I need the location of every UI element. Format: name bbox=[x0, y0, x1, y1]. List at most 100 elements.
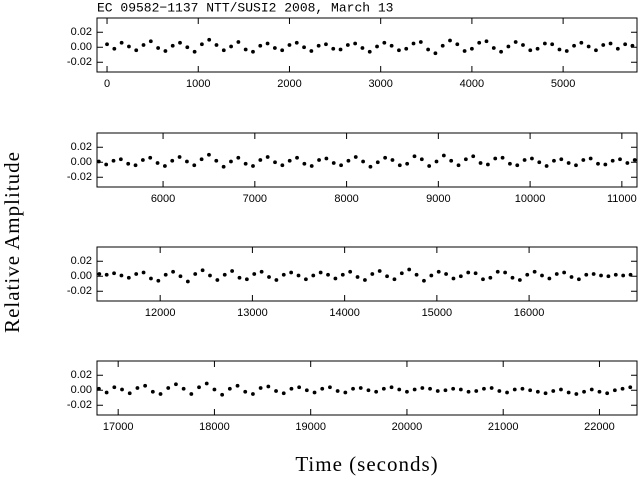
x-axis-label: Time (seconds) bbox=[295, 452, 438, 476]
data-point bbox=[517, 278, 522, 282]
x-tick-label: 22000 bbox=[584, 421, 615, 433]
data-point bbox=[383, 155, 388, 160]
data-point bbox=[481, 277, 485, 282]
data-point bbox=[140, 158, 145, 162]
data-point bbox=[312, 390, 317, 395]
data-point bbox=[230, 269, 235, 273]
x-tick-label: 1000 bbox=[186, 78, 210, 90]
data-point bbox=[266, 384, 271, 389]
y-axis-label: Relative Amplitude bbox=[0, 151, 24, 333]
data-point bbox=[528, 48, 533, 53]
data-point bbox=[576, 277, 581, 282]
x-tick-label: 16000 bbox=[514, 307, 545, 319]
data-point bbox=[478, 161, 483, 165]
plot-frame bbox=[96, 360, 638, 416]
data-point bbox=[390, 158, 395, 162]
data-point bbox=[112, 271, 116, 276]
data-point bbox=[495, 269, 500, 274]
data-point bbox=[510, 275, 515, 280]
data-point bbox=[181, 386, 186, 391]
data-point bbox=[572, 43, 576, 48]
data-point bbox=[343, 390, 348, 395]
data-point bbox=[508, 161, 512, 166]
data-point bbox=[535, 389, 540, 394]
data-point bbox=[267, 275, 271, 279]
data-point bbox=[377, 269, 382, 273]
data-point bbox=[397, 48, 401, 53]
data-point bbox=[158, 392, 163, 396]
data-point bbox=[318, 270, 323, 275]
data-point bbox=[418, 40, 423, 44]
data-point bbox=[368, 164, 373, 169]
data-point bbox=[112, 46, 117, 51]
data-point bbox=[156, 46, 161, 50]
data-point bbox=[503, 270, 508, 275]
data-point bbox=[229, 44, 233, 49]
data-point bbox=[551, 389, 556, 393]
x-tick-label: 6000 bbox=[151, 193, 175, 205]
data-point bbox=[566, 390, 571, 395]
data-point bbox=[389, 43, 394, 48]
data-point bbox=[119, 40, 124, 45]
data-point bbox=[236, 155, 241, 160]
data-point bbox=[582, 389, 586, 394]
data-point bbox=[274, 389, 278, 393]
data-point bbox=[163, 164, 167, 168]
data-point bbox=[281, 391, 286, 396]
data-point bbox=[166, 386, 171, 390]
data-point bbox=[243, 161, 248, 166]
data-point bbox=[295, 155, 299, 160]
data-point bbox=[134, 48, 139, 53]
data-point bbox=[620, 386, 625, 391]
x-tick-label: 5000 bbox=[551, 78, 575, 90]
data-point bbox=[316, 43, 321, 48]
data-point bbox=[512, 387, 517, 392]
data-point bbox=[227, 386, 232, 391]
data-point bbox=[328, 385, 332, 390]
data-point bbox=[436, 269, 441, 274]
data-point bbox=[574, 392, 579, 396]
data-point bbox=[426, 47, 431, 52]
data-point bbox=[317, 158, 321, 162]
data-point bbox=[251, 392, 255, 396]
x-tick-label: 0 bbox=[104, 78, 110, 90]
data-point bbox=[149, 276, 153, 281]
data-point bbox=[199, 157, 204, 162]
y-tick-label: 0.00 bbox=[71, 156, 92, 168]
data-point bbox=[407, 267, 412, 272]
data-point bbox=[96, 159, 101, 164]
data-point bbox=[610, 158, 615, 163]
data-point bbox=[302, 45, 306, 50]
data-point bbox=[120, 387, 124, 392]
data-point bbox=[287, 43, 292, 47]
data-point bbox=[429, 273, 434, 278]
x-tick-label: 8000 bbox=[334, 193, 358, 205]
data-point bbox=[360, 46, 365, 50]
data-point bbox=[597, 389, 602, 394]
data-point bbox=[574, 163, 578, 168]
data-point bbox=[588, 156, 593, 161]
data-point bbox=[289, 270, 294, 275]
y-tick-label: 0.00 bbox=[71, 41, 92, 53]
x-tick-label: 17000 bbox=[103, 421, 134, 433]
data-point bbox=[304, 388, 309, 393]
data-point bbox=[382, 40, 387, 45]
data-point bbox=[339, 163, 343, 168]
data-point bbox=[150, 389, 155, 394]
data-point bbox=[473, 271, 478, 276]
x-tick-label: 18000 bbox=[199, 421, 230, 433]
data-point bbox=[338, 47, 343, 52]
data-point bbox=[251, 49, 255, 54]
data-point bbox=[456, 163, 461, 168]
data-point bbox=[143, 383, 148, 388]
data-point bbox=[104, 162, 109, 167]
data-point bbox=[215, 278, 220, 282]
data-point bbox=[613, 272, 618, 277]
data-point bbox=[628, 272, 633, 277]
data-point bbox=[559, 387, 563, 392]
data-point bbox=[497, 389, 502, 393]
y-tick-label: -0.02 bbox=[67, 285, 92, 297]
y-tick-label: 0.02 bbox=[71, 141, 92, 153]
data-point bbox=[625, 161, 630, 165]
data-point bbox=[244, 277, 249, 282]
